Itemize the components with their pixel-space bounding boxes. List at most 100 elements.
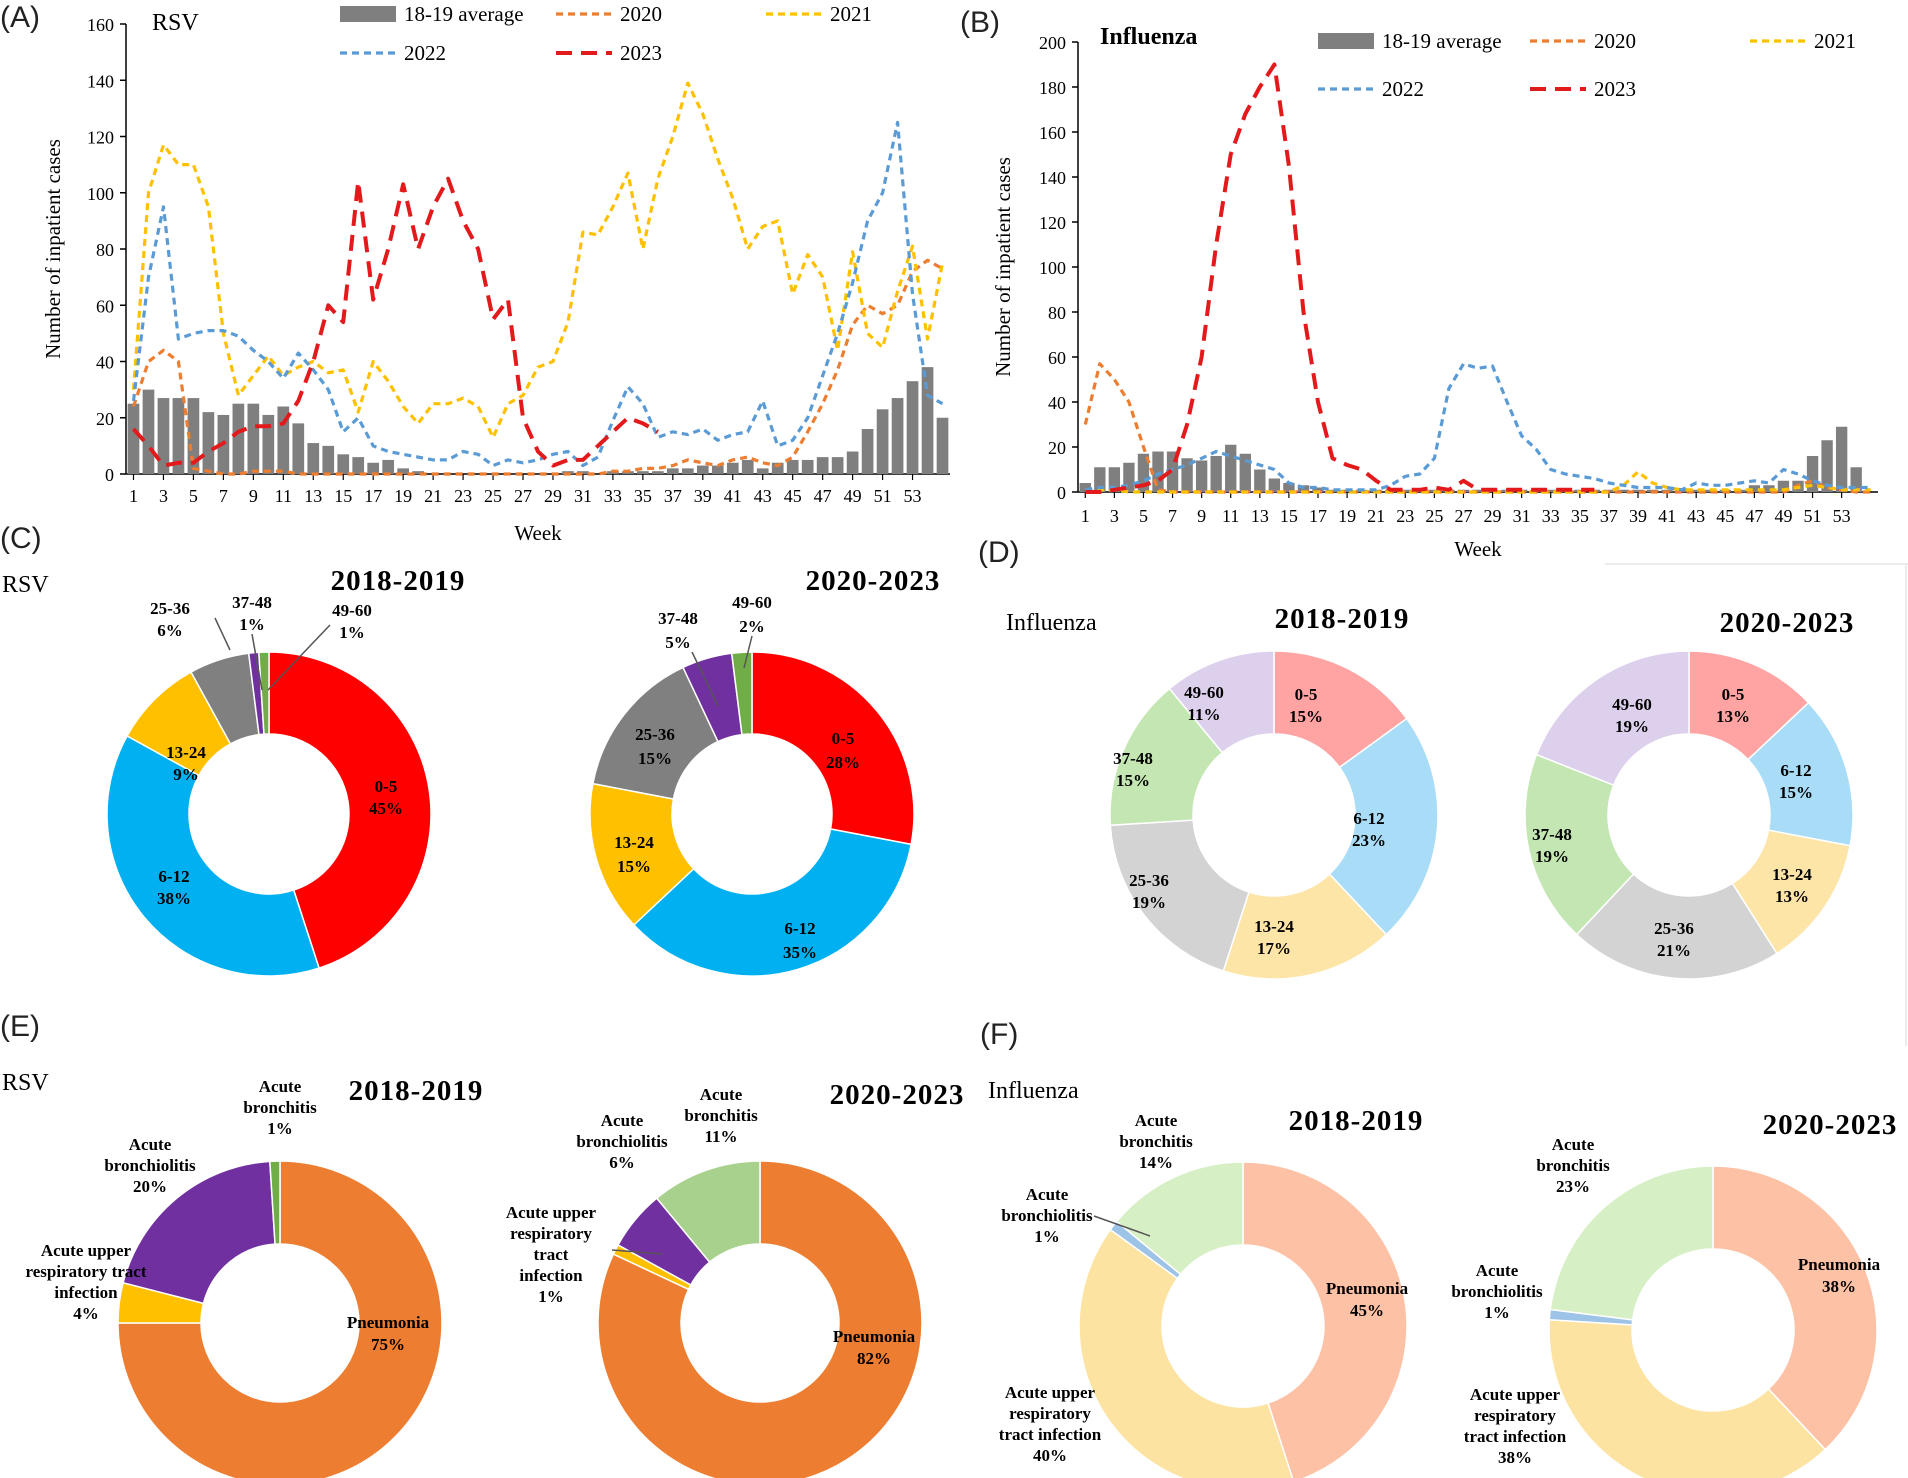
label-d0-37-48: 37-48	[1113, 749, 1153, 768]
bar	[352, 457, 365, 474]
bar	[1079, 483, 1091, 492]
x-tick-label: 25	[1425, 506, 1443, 526]
bar	[801, 459, 814, 474]
x-tick-label: 9	[249, 486, 258, 506]
bar	[1210, 456, 1222, 492]
label-d0-37-48-pct: 15%	[1116, 771, 1150, 790]
y-tick-label: 0	[105, 465, 114, 485]
label-d0-13-24: 13-24	[1254, 917, 1294, 936]
y-tick-label: 160	[87, 15, 114, 35]
series-line-2023	[132, 176, 659, 468]
label-c0-25-36: 25-36	[150, 599, 190, 618]
bar	[187, 398, 200, 474]
labels-c0: 0-5 45% 6-12 38% 13-24 9% 25-36 6% 37-48…	[150, 593, 403, 908]
label-f0-aurti-1: Acute upper	[1005, 1383, 1096, 1402]
bar	[322, 445, 335, 474]
label-c1-0-5: 0-5	[832, 729, 855, 748]
label-e1-aurti-3: tract	[534, 1245, 569, 1264]
label-d1-37-48-pct: 19%	[1535, 847, 1569, 866]
legend-swatch-bar	[340, 6, 396, 22]
slice-acute-bronchitis	[1115, 1161, 1244, 1276]
x-tick-label: 37	[1600, 506, 1618, 526]
label-c0-49-60: 49-60	[332, 601, 372, 620]
slice-acute-bronchiolitis	[122, 1160, 276, 1305]
label-d0-6-12-pct: 23%	[1352, 831, 1386, 850]
label-e1-bronchiolitis-1: Acute	[601, 1111, 644, 1130]
label-c1-25-36: 25-36	[635, 725, 675, 744]
x-tick-label: 33	[1542, 506, 1560, 526]
label-e0-aurti-2: respiratory tract	[26, 1262, 147, 1281]
slice-pneumonia	[117, 1160, 443, 1478]
x-tick-label: 51	[1804, 506, 1822, 526]
label-e1-bronchiolitis-pct: 6%	[609, 1153, 635, 1172]
x-tick-label: 47	[1745, 506, 1763, 526]
label-e1-bronchiolitis-2: bronchiolitis	[576, 1132, 668, 1151]
label-d0-0-5-pct: 15%	[1289, 707, 1323, 726]
label-d1-37-48: 37-48	[1532, 825, 1572, 844]
y-tick-label: 60	[1048, 348, 1066, 368]
label-e1-bronchitis-pct: 11%	[704, 1127, 737, 1146]
label-e1-bronchitis-1: Acute	[700, 1085, 743, 1104]
label-c0-37-48: 37-48	[232, 593, 272, 612]
label-c1-49-60: 49-60	[732, 593, 772, 612]
x-tick-label: 11	[275, 486, 292, 506]
donut-C-2020-2023	[589, 651, 915, 977]
bars-18-19-average	[127, 367, 949, 474]
x-tick-label: 1	[129, 486, 138, 506]
x-tick-label: 21	[424, 486, 442, 506]
label-d1-6-12: 6-12	[1780, 761, 1811, 780]
panel-label-c: (C)	[0, 522, 42, 555]
series-line-2023	[1085, 62, 1595, 494]
donut-F-2020-2023	[1548, 1165, 1878, 1478]
label-f1-bronchitis-1: Acute	[1552, 1135, 1595, 1154]
x-tick-label: 19	[1338, 506, 1356, 526]
x-tick-label: 27	[1454, 506, 1472, 526]
bar	[1312, 487, 1324, 492]
label-d0-0-5: 0-5	[1295, 685, 1318, 704]
bar	[741, 459, 754, 474]
label-f1-bronchiolitis-2: bronchiolitis	[1451, 1282, 1543, 1301]
bar	[666, 468, 679, 474]
label-d1-25-36-pct: 21%	[1657, 941, 1691, 960]
bar	[1850, 467, 1862, 492]
label-c1-6-12-pct: 35%	[783, 943, 817, 962]
label-c0-37-48-pct: 1%	[239, 615, 265, 634]
bar	[307, 443, 320, 474]
series-line-2020	[131, 258, 944, 476]
labels-f1: Pneumonia 38% Acute upper respiratory tr…	[1451, 1135, 1880, 1467]
panel-label-a: (A)	[0, 1, 40, 34]
title-f: Influenza	[988, 1078, 1079, 1104]
label-f0-pneumonia-pct: 45%	[1350, 1301, 1384, 1320]
label-e0-aurti-pct: 4%	[73, 1304, 99, 1323]
x-tick-label: 3	[159, 486, 168, 506]
bar	[1690, 489, 1702, 492]
x-tick-label: 9	[1197, 506, 1206, 526]
series-line-2020	[1083, 362, 1871, 494]
y-tick-label: 20	[96, 409, 114, 429]
donut-title-c0: 2018-2019	[331, 565, 466, 597]
bar	[1748, 485, 1761, 492]
donut-D-2018-2019	[1109, 650, 1439, 980]
label-e1-pneumonia-pct: 82%	[857, 1349, 891, 1368]
labels-c1: 0-5 28% 6-12 35% 13-24 15% 25-36 15% 37-…	[614, 593, 860, 962]
title-a: RSV	[152, 10, 199, 36]
title-d: Influenza	[1006, 610, 1097, 636]
label-e0-bronchitis-pct: 1%	[267, 1119, 293, 1138]
bar	[861, 429, 874, 474]
label-f0-bronchiolitis-2: bronchiolitis	[1001, 1206, 1093, 1225]
bar	[816, 457, 829, 474]
x-tick-label: 11	[1222, 506, 1239, 526]
title-b: Influenza	[1100, 24, 1197, 50]
bar	[382, 459, 395, 474]
leader-c1-37-48	[691, 651, 719, 707]
y-tick-label: 140	[87, 71, 114, 91]
bar	[1472, 489, 1484, 492]
x-tick-label: 15	[1280, 506, 1298, 526]
label-f1-bronchiolitis-pct: 1%	[1484, 1303, 1510, 1322]
label-d1-13-24: 13-24	[1772, 865, 1812, 884]
slice-pneumonia	[597, 1160, 923, 1478]
bar	[1239, 453, 1251, 492]
x-tick-label: 15	[334, 486, 352, 506]
bar	[1806, 456, 1819, 492]
